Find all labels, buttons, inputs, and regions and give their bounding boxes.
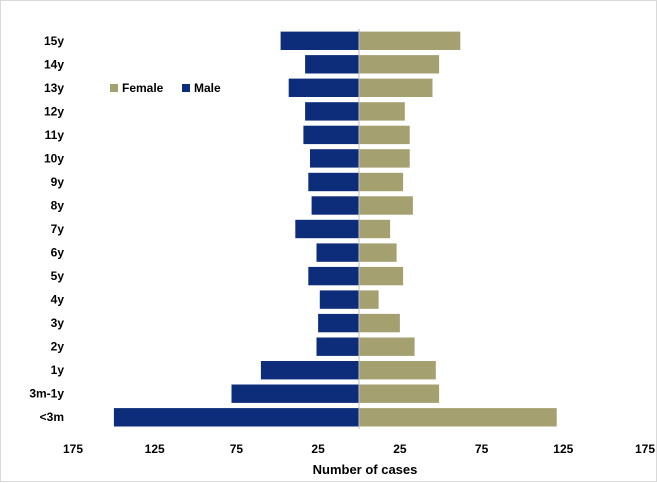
category-label: <3m <box>40 410 64 424</box>
bar-male-10 <box>308 266 359 286</box>
bar-female-7 <box>359 196 413 215</box>
x-tick-label: 175 <box>63 442 83 456</box>
x-tick-label: 125 <box>145 442 165 456</box>
category-label: 3y <box>51 316 65 330</box>
legend: Female Male <box>110 81 221 95</box>
legend-label-male: Male <box>194 81 221 95</box>
bar-female-13 <box>359 337 415 356</box>
category-label: 13y <box>44 81 64 95</box>
bar-female-10 <box>359 266 404 286</box>
x-tick-labels: 175 125 75 25 25 75 125 175 <box>63 442 655 456</box>
bar-male-0 <box>280 31 359 50</box>
bar-female-16 <box>359 408 557 427</box>
bar-male-6 <box>308 172 359 192</box>
category-label: 6y <box>51 246 65 260</box>
legend-label-female: Female <box>122 81 164 95</box>
bar-male-12 <box>318 313 359 333</box>
category-label: 2y <box>51 340 65 354</box>
category-label: 9y <box>51 175 65 189</box>
bar-male-2 <box>288 78 359 97</box>
bar-male-5 <box>310 149 359 168</box>
category-label: 11y <box>45 128 65 142</box>
bar-female-12 <box>359 313 400 333</box>
bar-male-8 <box>295 219 359 239</box>
category-label: 3m-1y <box>29 387 64 401</box>
legend-swatch-male <box>182 84 190 92</box>
bar-male-3 <box>305 102 359 121</box>
bar-female-14 <box>359 361 436 380</box>
category-label: 15y <box>44 34 64 48</box>
x-tick-label: 25 <box>393 442 407 456</box>
bar-male-16 <box>113 408 360 427</box>
category-label: 4y <box>51 293 65 307</box>
x-tick-label: 75 <box>475 442 489 456</box>
x-tick-label: 75 <box>230 442 244 456</box>
bar-female-8 <box>359 219 391 239</box>
bar-male-1 <box>305 55 359 74</box>
bar-female-4 <box>359 125 410 145</box>
bar-female-15 <box>359 384 440 403</box>
bar-male-11 <box>319 290 359 309</box>
x-axis-title: Number of cases <box>313 462 418 477</box>
category-label: 7y <box>51 222 65 236</box>
bar-male-13 <box>316 337 359 356</box>
category-label: 5y <box>51 269 65 283</box>
bar-male-14 <box>260 361 359 380</box>
bar-female-2 <box>359 78 433 97</box>
bar-female-0 <box>359 31 461 50</box>
x-tick-label: 175 <box>635 442 655 456</box>
bar-male-15 <box>231 384 359 403</box>
category-labels: 15y 14y 13y 12y 11y 10y 9y 8y 7y 6y 5y 4y 3y 2y 1y 3m-1… <box>29 34 64 424</box>
bar-female-1 <box>359 55 440 74</box>
category-label: 12y <box>44 104 64 118</box>
x-tick-label: 25 <box>311 442 325 456</box>
bars-layer <box>113 31 557 427</box>
category-label: 1y <box>51 363 65 377</box>
bar-female-5 <box>359 149 410 168</box>
bar-female-3 <box>359 102 405 121</box>
bar-male-9 <box>316 243 359 262</box>
bar-male-4 <box>303 125 359 145</box>
bar-female-9 <box>359 243 397 262</box>
category-label: 14y <box>44 57 64 71</box>
x-tick-label: 125 <box>553 442 573 456</box>
bar-female-6 <box>359 172 404 192</box>
bar-male-7 <box>311 196 359 215</box>
legend-swatch-female <box>110 84 118 92</box>
bar-female-11 <box>359 290 379 309</box>
category-label: 8y <box>51 199 65 213</box>
category-label: 10y <box>44 151 64 165</box>
